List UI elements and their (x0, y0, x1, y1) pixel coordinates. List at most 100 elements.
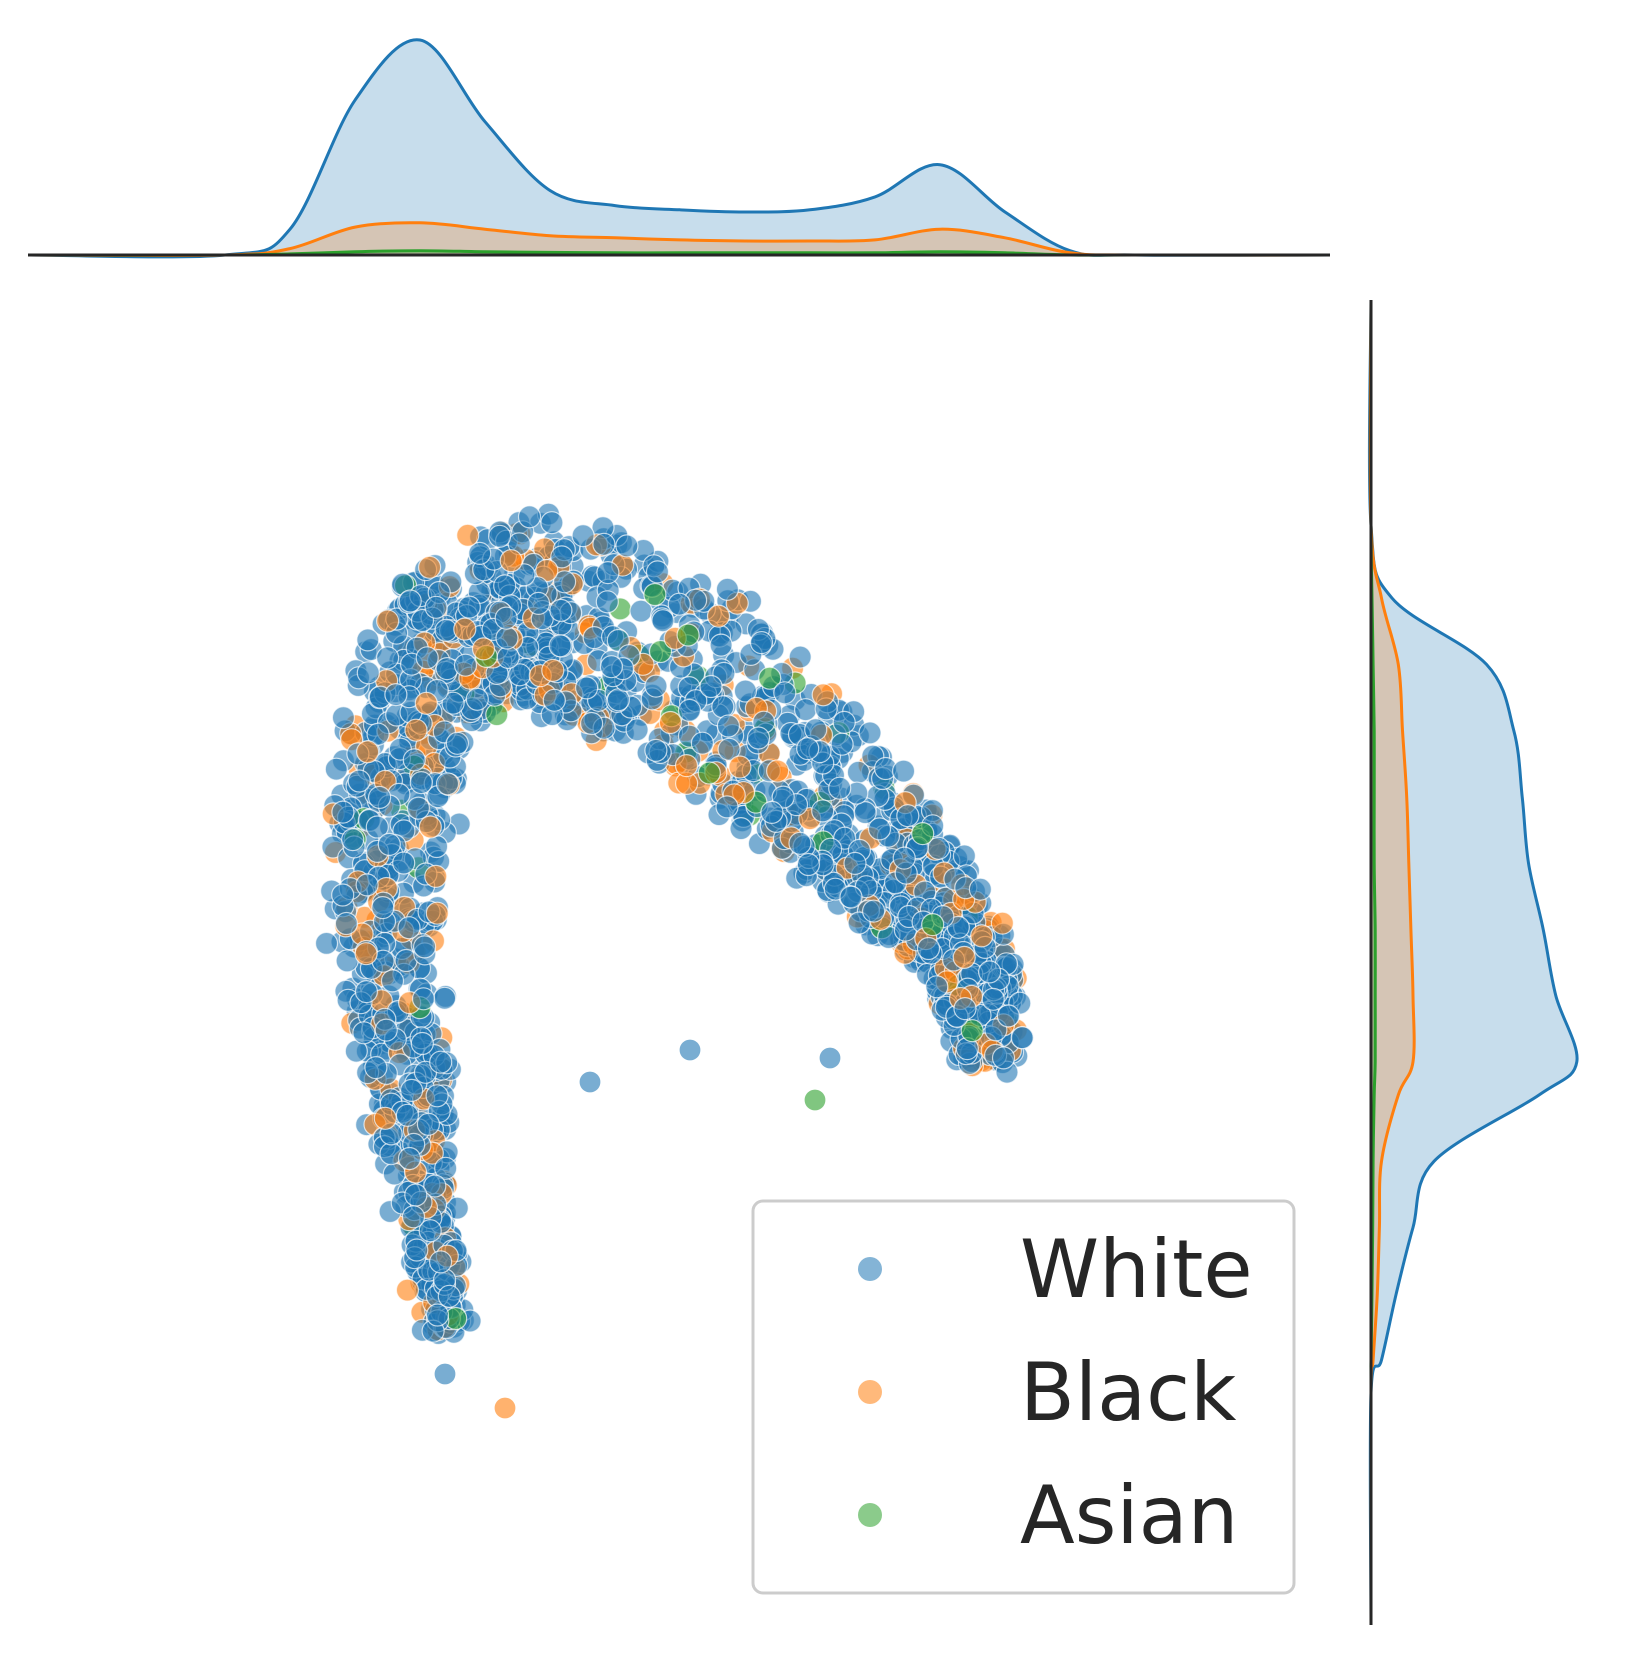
point-white (429, 1250, 453, 1274)
point-white (592, 532, 616, 556)
point-white (760, 800, 784, 825)
point-black (471, 637, 496, 661)
point-white (371, 895, 395, 920)
legend: White Black Asian (751, 1199, 1296, 1595)
legend-marker-black (858, 1380, 882, 1404)
point-asian (960, 1019, 984, 1043)
point-black (765, 759, 790, 783)
point-white (606, 688, 631, 712)
point-white (364, 1055, 388, 1080)
point-white (839, 885, 863, 909)
point-white (425, 1084, 449, 1108)
point-white (347, 769, 371, 793)
point-black (354, 942, 378, 966)
point-white (953, 996, 977, 1021)
y-kde-fill-white (1369, 300, 1578, 1625)
point-white (677, 698, 702, 723)
point-white (433, 1362, 457, 1386)
point-black (493, 1396, 517, 1420)
point-white (434, 1156, 458, 1180)
point-white (465, 687, 489, 711)
point-black (499, 549, 523, 573)
point-white (433, 986, 457, 1010)
point-white (699, 674, 723, 699)
point-white (377, 832, 401, 857)
point-white (397, 916, 421, 940)
point-black (970, 924, 994, 948)
legend-label-asian: Asian (1020, 1469, 1238, 1562)
point-white (496, 645, 520, 670)
point-black (658, 710, 683, 735)
x-kde-line-black (29, 221, 1331, 257)
point-white (651, 609, 675, 633)
point-white (437, 1284, 461, 1308)
point-black (456, 523, 480, 547)
point-white (853, 800, 877, 825)
point-white (828, 776, 852, 800)
point-white (424, 595, 448, 619)
point-white (413, 935, 437, 959)
point-black (418, 555, 442, 579)
point-white (404, 1183, 428, 1207)
point-black (674, 753, 699, 778)
point-white (324, 757, 348, 781)
point-white (711, 695, 735, 719)
point-white (644, 738, 668, 763)
point-white (715, 795, 739, 819)
point-white (441, 691, 465, 715)
point-black (425, 901, 449, 925)
point-white (341, 827, 365, 852)
point-black (356, 740, 380, 764)
point-white (977, 960, 1002, 984)
legend-marker-asian (858, 1503, 882, 1527)
point-white (395, 1103, 419, 1127)
point-white (968, 877, 993, 901)
point-white (397, 1146, 422, 1171)
point-white (356, 628, 380, 652)
point-white (548, 634, 572, 658)
point-white (331, 800, 355, 824)
point-white (811, 799, 835, 823)
point-white (925, 975, 949, 999)
point-white (996, 1004, 1021, 1028)
point-white (749, 630, 774, 655)
point-white (425, 1303, 450, 1327)
point-white (830, 732, 854, 756)
point-white (867, 817, 892, 841)
point-white (571, 523, 595, 548)
point-white (773, 681, 797, 705)
point-black (453, 617, 477, 641)
point-white (892, 846, 916, 870)
point-white (352, 1021, 376, 1045)
point-black (424, 864, 448, 889)
point-white (733, 679, 758, 703)
point-white (788, 645, 812, 669)
point-white (423, 1174, 447, 1198)
point-black (404, 718, 428, 742)
point-white (380, 969, 405, 993)
point-white (579, 711, 604, 736)
point-white (453, 653, 478, 677)
point-white (746, 726, 771, 750)
point-white (355, 873, 379, 897)
point-white (1010, 1026, 1034, 1050)
point-white (796, 736, 820, 761)
point-white (457, 595, 481, 619)
point-black (952, 945, 976, 970)
point-black (418, 815, 442, 839)
legend-label-black: Black (1020, 1346, 1237, 1439)
point-white (716, 714, 741, 738)
scatter-points (314, 502, 1035, 1420)
point-white (429, 1050, 453, 1074)
x-kde-fill-white (30, 39, 1330, 257)
point-white (729, 816, 753, 841)
point-asian (648, 639, 673, 664)
point-white (416, 1112, 440, 1136)
point-white (832, 710, 856, 735)
point-asian (697, 761, 721, 785)
point-white (542, 688, 566, 712)
point-white (645, 560, 670, 584)
y-kde-line-black (1368, 299, 1416, 1626)
point-white (415, 646, 439, 670)
point-black (395, 1278, 419, 1302)
